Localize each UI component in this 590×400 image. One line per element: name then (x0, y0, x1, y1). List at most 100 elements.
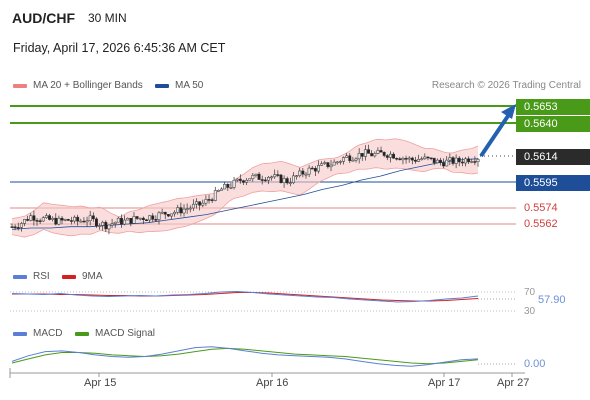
candle-body (113, 221, 117, 224)
candle-body (267, 177, 270, 181)
candle-body (170, 213, 173, 217)
candle-body (263, 179, 267, 182)
candle-body (388, 153, 392, 158)
candle-body (270, 176, 274, 179)
candle-body (135, 216, 139, 219)
candle-body (19, 223, 23, 228)
support-label-2: 0.5562 (524, 218, 558, 230)
legend-label: RSI (33, 271, 50, 282)
candle-body (229, 187, 233, 189)
candle-body (335, 161, 339, 164)
candle-body (23, 219, 26, 224)
candle-body (404, 158, 408, 160)
candle-body (35, 220, 39, 222)
credit-text: Research © 2026 Trading Central (431, 80, 581, 91)
candle-body (470, 161, 474, 163)
candle-body (426, 156, 430, 159)
legend-swatch (13, 84, 27, 88)
candle-body (238, 178, 242, 181)
rsi-tick-30: 30 (524, 306, 536, 317)
rsi-tick-70: 70 (524, 287, 536, 298)
legend-swatch (13, 275, 27, 279)
candle-body (285, 178, 289, 184)
candle-body (29, 215, 33, 221)
candle-body (26, 219, 30, 221)
candle-body (76, 216, 80, 222)
candle-body (313, 168, 317, 172)
candle-body (392, 153, 396, 159)
candle-body (157, 212, 161, 220)
legend-swatch (75, 332, 89, 336)
ma50-polyline (11, 158, 479, 230)
legend-swatch (62, 275, 76, 279)
datetime-label: Friday, April 17, 2026 6:45:36 AM CET (13, 41, 226, 55)
candle-body (348, 155, 352, 161)
candle-body (420, 158, 424, 161)
candle-body (141, 217, 145, 220)
candle-body (88, 215, 92, 222)
candle-body (410, 157, 414, 161)
candle-body (245, 179, 249, 183)
candle-body (370, 153, 374, 157)
bollinger-upper (11, 138, 479, 220)
candle-body (98, 225, 102, 227)
support-label-1: 0.5574 (524, 202, 558, 214)
rsi-lines (11, 290, 479, 303)
candle-body (13, 226, 17, 228)
candle-body (467, 158, 471, 163)
candle-body (198, 201, 202, 206)
candle-body (173, 211, 177, 215)
candle-body (120, 217, 123, 225)
resistance-badge-2: 0.5653 (516, 99, 590, 115)
candle-body (385, 155, 389, 158)
candle-body (116, 217, 120, 223)
timeframe-label: 30 MIN (88, 11, 127, 25)
candle-body (288, 182, 292, 184)
candle-body (307, 167, 311, 175)
candle-body (195, 201, 198, 205)
candle-body (260, 179, 264, 181)
candle-body (154, 219, 158, 221)
candle-body (464, 158, 467, 164)
x-label-apr17: Apr 17 (428, 377, 461, 389)
candle-body (345, 155, 349, 158)
macd-signal-line (11, 347, 479, 365)
rsi-line (11, 290, 479, 303)
candle-body (254, 173, 258, 176)
candle-body (363, 149, 367, 157)
candle-body (310, 167, 314, 170)
bollinger-lower (11, 167, 479, 238)
candle-body (151, 215, 155, 220)
macd-current-value: 0.00 (524, 358, 546, 370)
candle-body (376, 150, 380, 154)
candle-body (282, 178, 286, 183)
pivot-badge: 0.5595 (516, 175, 590, 191)
candle-body (304, 173, 308, 176)
candle-body (460, 161, 464, 164)
candle-body (201, 202, 205, 206)
candle-body (248, 178, 252, 181)
candle-body (413, 159, 417, 162)
candle-body (454, 157, 458, 164)
macd-line (11, 346, 479, 367)
candle-body (220, 188, 223, 191)
candle-body (216, 190, 220, 192)
candle-body (473, 161, 477, 163)
current-price-badge: 0.5614 (516, 149, 590, 165)
candle-body (373, 153, 377, 157)
legend-label: MACD Signal (95, 328, 156, 339)
legend-label: MACD (33, 328, 63, 339)
symbol-title: AUD/CHF (12, 10, 75, 26)
candle-body (251, 175, 255, 179)
candle-body (360, 153, 364, 157)
candle-body (301, 170, 305, 175)
candle-body (442, 162, 446, 167)
candle-body (104, 221, 108, 230)
candle-body (273, 174, 277, 178)
ma50-line (11, 158, 479, 230)
candle-body (79, 220, 83, 223)
forecast-arrow-shaft (479, 111, 512, 158)
candle-body (457, 157, 461, 163)
candle-body (213, 190, 217, 201)
candle-body (60, 217, 64, 221)
